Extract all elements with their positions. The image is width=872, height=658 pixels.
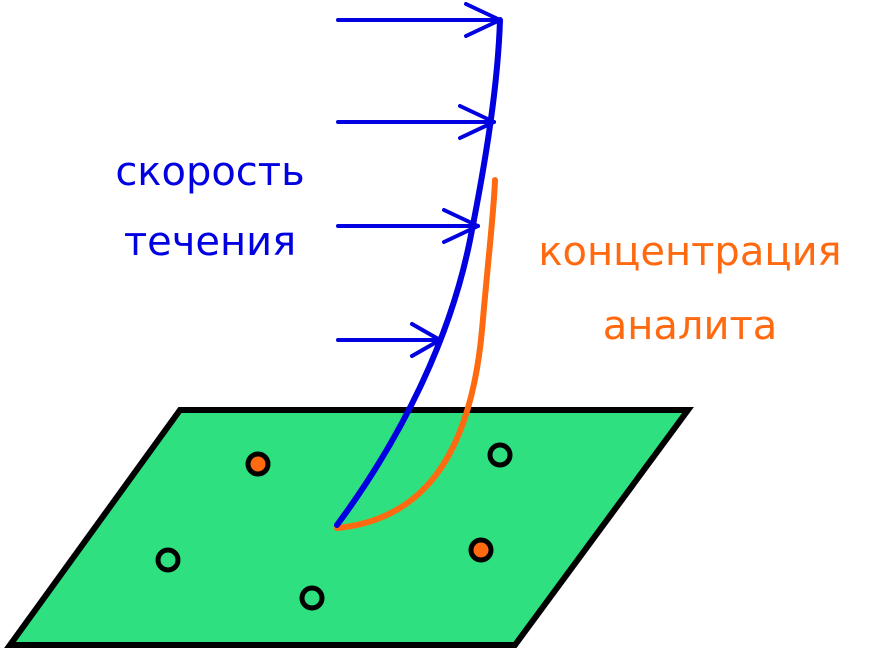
velocity-arrow (336, 2, 502, 38)
velocity-arrow (336, 104, 496, 140)
concentration-label-line2: аналита (602, 303, 778, 349)
velocity-arrows (336, 2, 502, 358)
binding-sites (155, 442, 513, 611)
marker-empty (155, 547, 181, 573)
velocity-label-line2: течения (123, 219, 297, 265)
marker-empty (487, 442, 513, 468)
marker-empty (299, 585, 325, 611)
marker-filled (245, 451, 271, 477)
concentration-label: концентрация аналита (508, 232, 872, 380)
velocity-arrow (336, 322, 442, 358)
marker-filled (468, 537, 494, 563)
concentration-label-line1: концентрация (538, 229, 842, 275)
velocity-label: скорость течения (70, 152, 350, 292)
velocity-label-line1: скорость (115, 149, 305, 195)
concentration-profile-curve (334, 177, 498, 531)
velocity-profile-curve (334, 17, 503, 528)
velocity-arrow (336, 208, 480, 244)
